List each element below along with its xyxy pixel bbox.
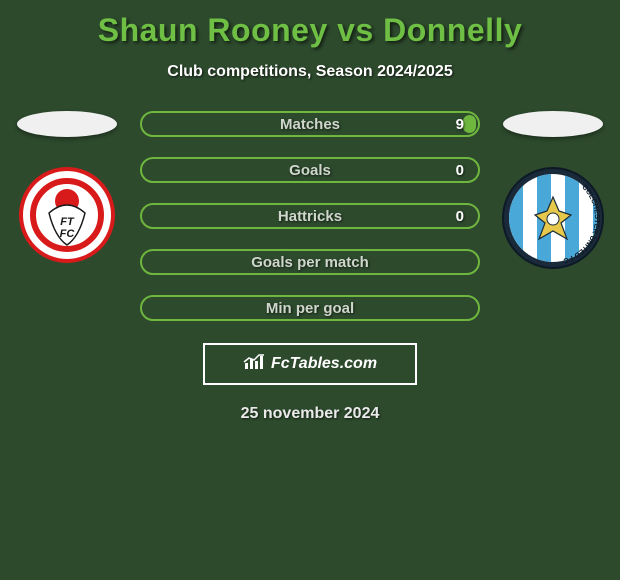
stats-list: Matches 9 Goals 0 Hattricks 0 Goals per … (140, 111, 480, 321)
player-left-column: FT FC (12, 111, 122, 268)
player-right-column: COLCHESTER UNITED FC (498, 111, 608, 274)
chart-icon (243, 353, 265, 376)
stat-label: Hattricks (142, 208, 478, 225)
stat-row-matches: Matches 9 (140, 111, 480, 137)
player-left-placeholder (17, 111, 117, 137)
svg-text:FT: FT (60, 216, 75, 228)
stat-label: Matches (142, 116, 478, 133)
stat-label: Goals per match (142, 254, 478, 271)
svg-text:FC: FC (60, 228, 76, 240)
club-right-badge: COLCHESTER UNITED FC (502, 167, 604, 274)
stat-value-right: 0 (456, 162, 464, 179)
watermark-text: FcTables.com (271, 355, 377, 373)
stat-value-right: 9 (456, 116, 464, 133)
stat-label: Min per goal (142, 300, 478, 317)
stat-row-goals: Goals 0 (140, 157, 480, 183)
comparison-title: Shaun Rooney vs Donnelly (0, 0, 620, 49)
stat-fill-right (463, 115, 476, 133)
comparison-date: 25 november 2024 (0, 405, 620, 423)
comparison-body: FT FC Matches 9 Goals 0 Hattricks 0 Goal… (0, 111, 620, 321)
player-right-placeholder (503, 111, 603, 137)
watermark: FcTables.com (203, 343, 417, 385)
stat-label: Goals (142, 162, 478, 179)
club-left-badge: FT FC (19, 167, 115, 268)
stat-value-right: 0 (456, 208, 464, 225)
comparison-subtitle: Club competitions, Season 2024/2025 (0, 63, 620, 81)
stat-row-min-per-goal: Min per goal (140, 295, 480, 321)
stat-row-goals-per-match: Goals per match (140, 249, 480, 275)
stat-row-hattricks: Hattricks 0 (140, 203, 480, 229)
